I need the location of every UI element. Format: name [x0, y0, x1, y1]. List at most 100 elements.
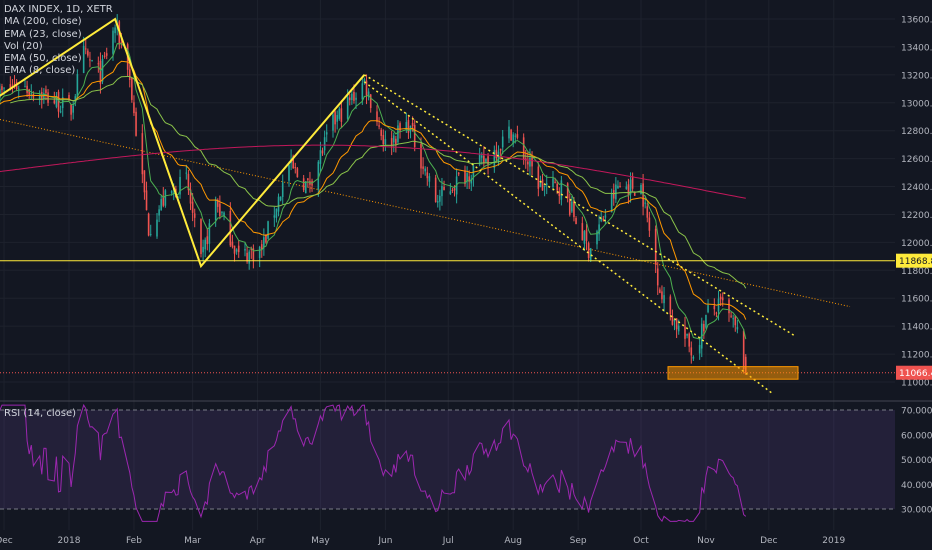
candle	[244, 249, 246, 251]
candle	[351, 93, 353, 101]
candle	[612, 190, 615, 199]
candle	[439, 195, 441, 202]
legend-ma200[interactable]: MA (200, close)	[4, 16, 82, 28]
candle	[560, 180, 563, 200]
candle	[495, 149, 498, 158]
rsi-tick-label: 30.0000	[901, 506, 932, 516]
candle	[296, 168, 299, 178]
candle	[732, 318, 734, 320]
candle	[545, 183, 548, 186]
rsi-legend[interactable]: RSI (14, close)	[4, 408, 77, 419]
candle	[87, 50, 89, 56]
time-axis: Dec 2018 Feb Mar Apr May Jun Jul Aug Sep Oct Nov Dec…	[0, 536, 845, 546]
candle	[229, 210, 232, 246]
candle	[70, 104, 72, 115]
candle	[451, 189, 454, 191]
candle	[82, 45, 85, 73]
candle	[598, 224, 600, 235]
candle	[698, 344, 701, 354]
candle	[91, 60, 93, 62]
candle	[669, 296, 672, 315]
candle	[631, 176, 634, 189]
candle	[158, 209, 160, 216]
chart-title: DAX INDEX, 1D, XETR	[4, 4, 113, 15]
rsi-tick-label: 50.0000	[901, 456, 932, 466]
candle	[294, 167, 297, 169]
candle	[390, 138, 393, 147]
price-tick-label: 13400.00	[901, 43, 932, 53]
candle	[399, 123, 401, 131]
candle	[99, 60, 102, 84]
candle	[713, 305, 716, 310]
candle	[627, 184, 630, 196]
candle	[376, 111, 378, 122]
ema8-line	[0, 43, 747, 340]
candle	[434, 177, 437, 203]
candle	[646, 206, 649, 218]
candle	[690, 347, 693, 356]
candle	[30, 93, 33, 95]
candle	[223, 212, 225, 217]
time-tick-label: Jun	[377, 536, 392, 546]
candle	[663, 295, 665, 304]
candle	[131, 77, 133, 100]
candle	[28, 89, 30, 96]
candle	[703, 324, 705, 332]
price-tick-label: 13200.00	[901, 71, 932, 81]
candle	[338, 108, 341, 119]
candle	[736, 327, 739, 330]
candle	[466, 173, 468, 182]
candle	[721, 297, 724, 301]
candle	[346, 97, 349, 119]
candle	[160, 199, 162, 211]
candle	[260, 244, 263, 250]
price-tick-label: 13000.00	[901, 99, 932, 109]
candle	[219, 203, 221, 216]
support-price-label: 11868.84	[899, 257, 932, 267]
candle	[659, 289, 661, 293]
candle	[677, 325, 680, 332]
legend-ema8[interactable]: EMA (8, close)	[4, 65, 76, 77]
candle	[529, 158, 531, 167]
legend-ema50[interactable]: EMA (50, close)	[4, 53, 82, 65]
candle	[365, 80, 368, 96]
candle	[281, 182, 284, 197]
last-price-label: 11066.41	[899, 369, 932, 379]
time-tick-label: 2019	[822, 536, 845, 546]
grid	[0, 0, 895, 530]
price-axis: 13600.00 13400.00 13200.00 13000.00 12800.00…	[896, 16, 932, 516]
legend-vol[interactable]: Vol (20)	[4, 40, 43, 52]
target-zone	[667, 366, 799, 380]
time-tick-label: Dec	[0, 536, 13, 546]
candle	[55, 95, 58, 107]
candle	[288, 165, 290, 181]
candle	[369, 94, 372, 108]
candle	[671, 316, 674, 325]
time-tick-label: Mar	[184, 536, 201, 546]
rsi-series	[0, 403, 747, 523]
candle	[221, 212, 223, 214]
candle	[581, 223, 584, 241]
legend-ema23[interactable]: EMA (23, close)	[4, 28, 82, 40]
candle	[267, 221, 269, 239]
candle	[468, 176, 470, 182]
candle	[441, 186, 443, 197]
candle	[742, 331, 745, 370]
candle	[248, 251, 250, 264]
candle	[556, 183, 558, 191]
candle	[72, 105, 74, 113]
candle	[214, 199, 217, 221]
candle	[216, 200, 219, 207]
candle	[252, 248, 255, 261]
ma200-line	[0, 144, 746, 199]
candle	[514, 135, 517, 137]
candle	[57, 91, 60, 112]
candle	[382, 135, 385, 145]
candle	[648, 217, 651, 231]
candle	[367, 91, 370, 97]
candle	[53, 100, 56, 104]
candle	[348, 97, 351, 101]
candle	[640, 185, 642, 195]
candles	[0, 14, 747, 376]
